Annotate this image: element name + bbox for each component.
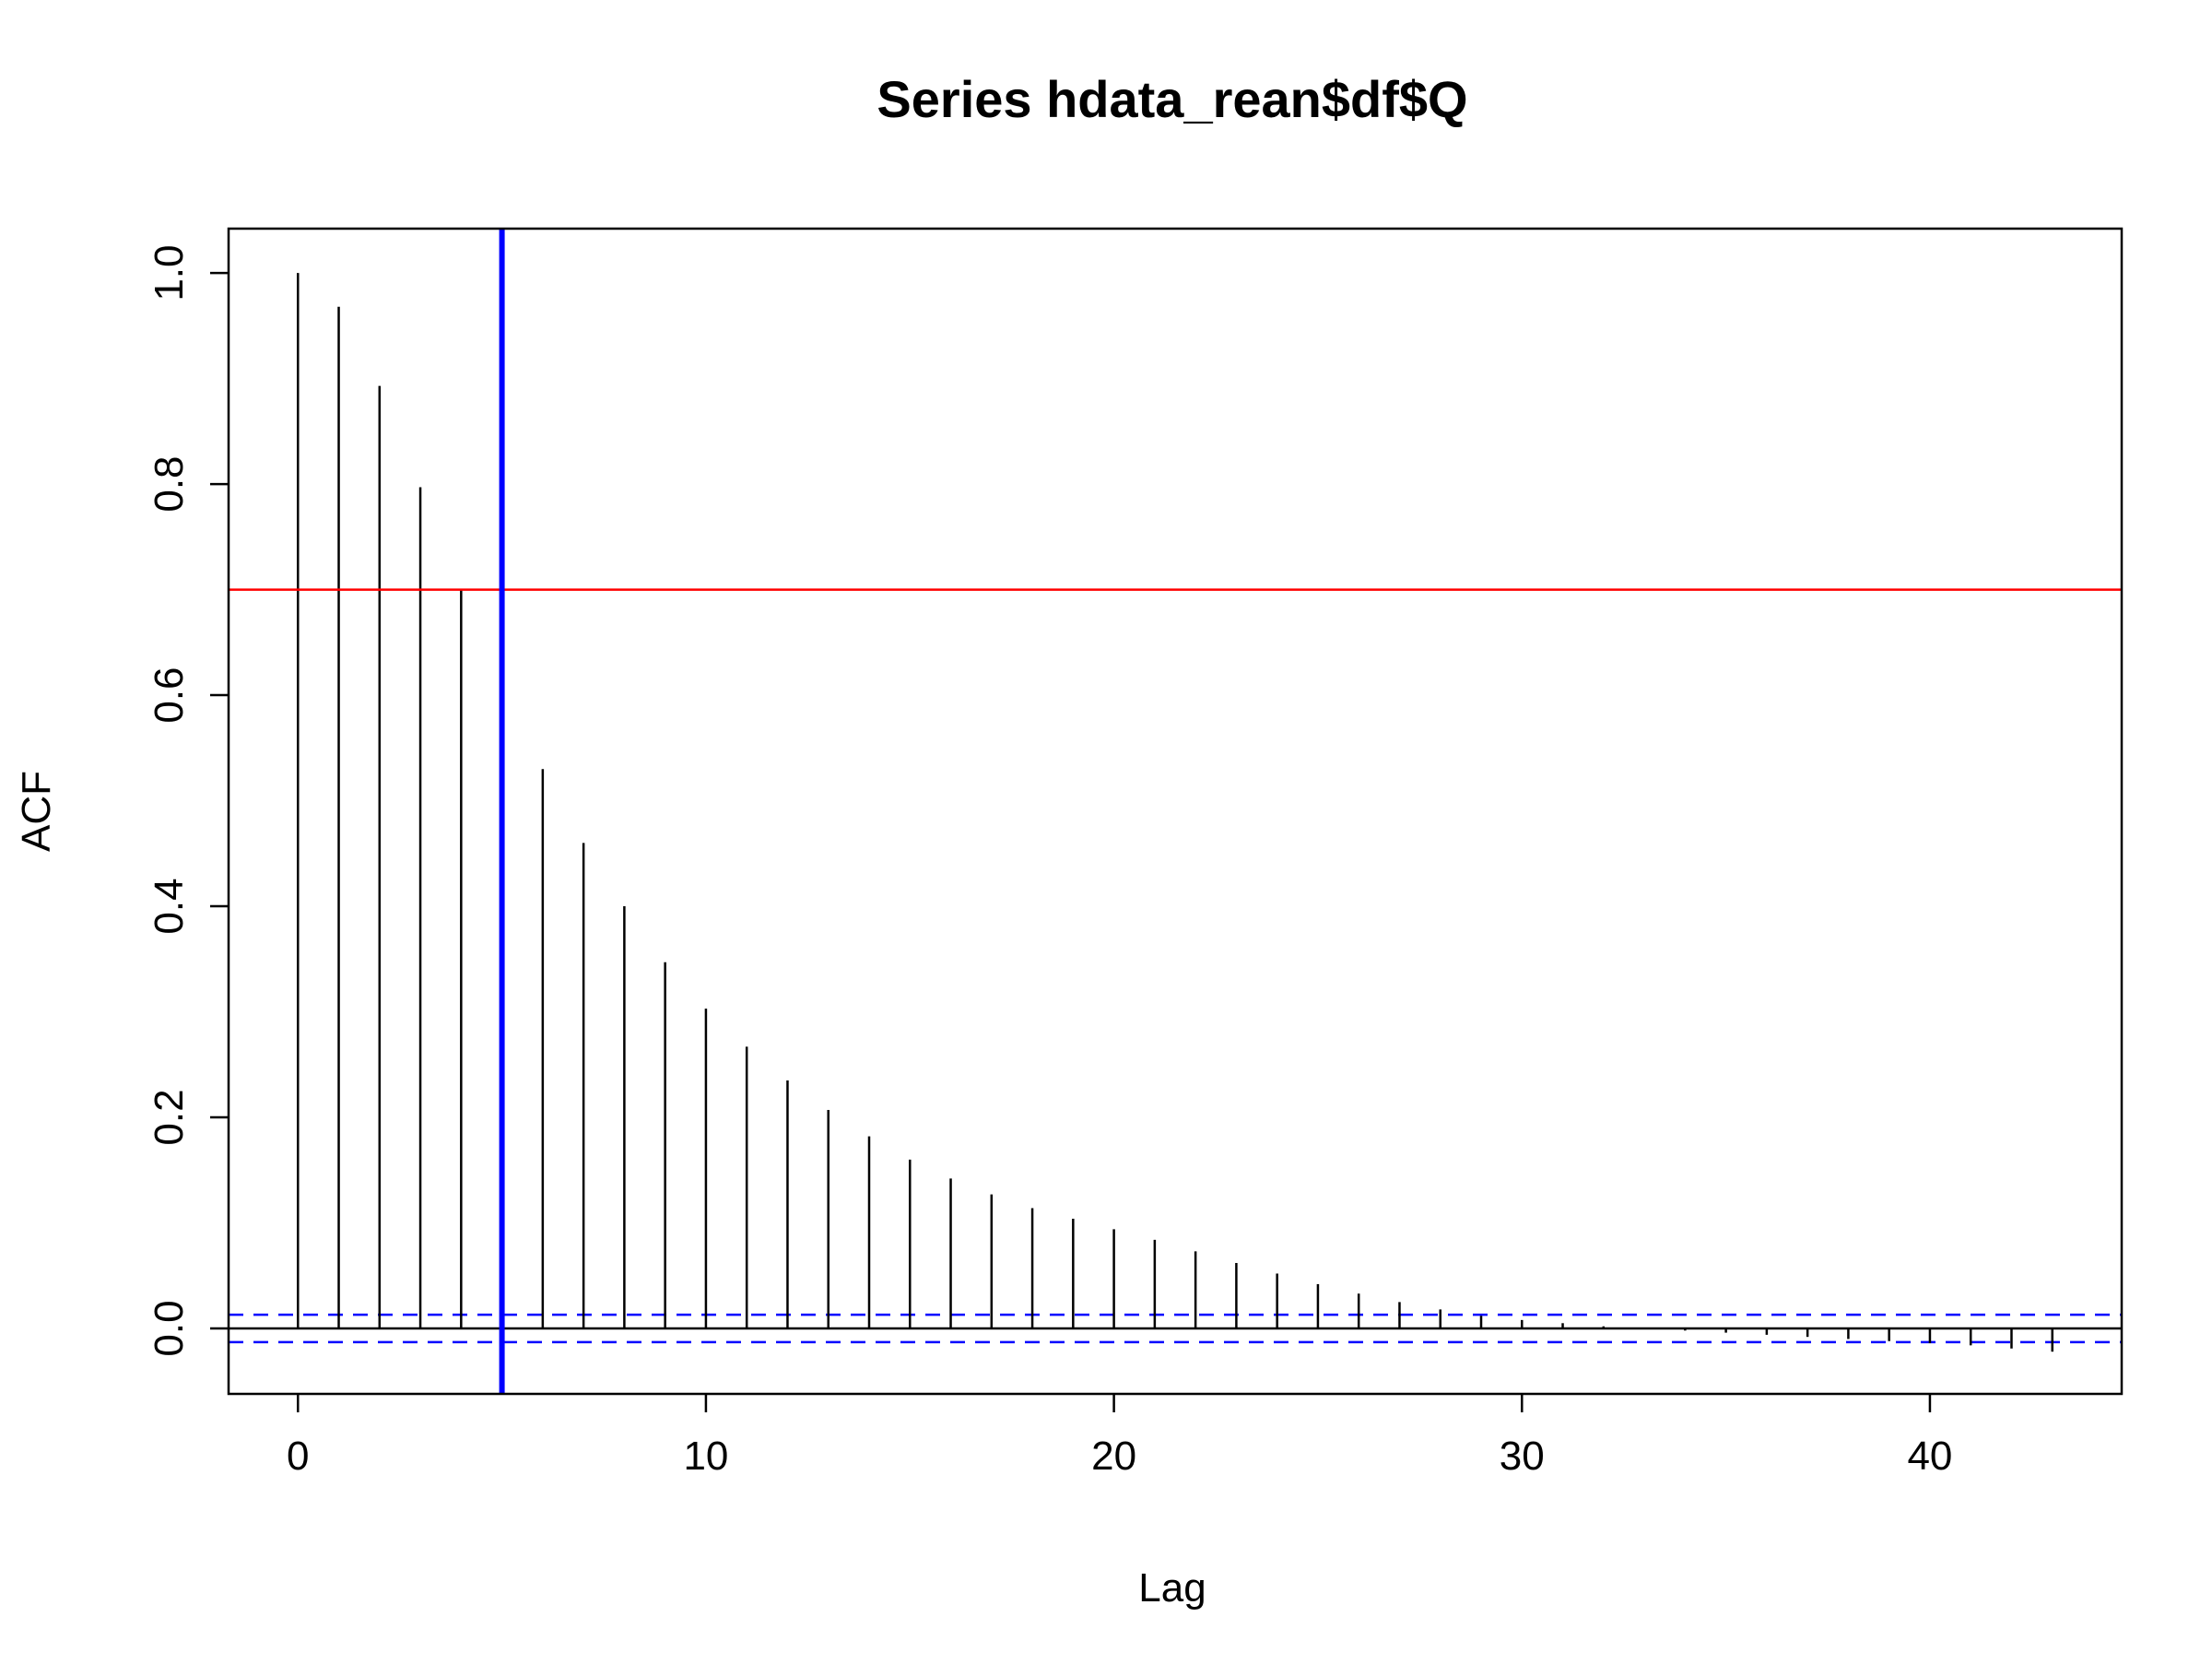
- y-tick-label-1: 1.0: [147, 245, 192, 301]
- x-tick-label-20: 20: [1091, 1434, 1136, 1479]
- x-tick-label-30: 30: [1500, 1434, 1545, 1479]
- x-tick-label-0: 0: [287, 1434, 309, 1479]
- x-axis-label: Lag: [1138, 1565, 1206, 1611]
- y-tick-label-0.8: 0.8: [147, 455, 192, 512]
- chart-title: Series hdata_rean$df$Q: [877, 70, 1467, 128]
- x-tick-label-40: 40: [1907, 1434, 1952, 1479]
- y-tick-label-0.2: 0.2: [147, 1089, 192, 1145]
- plot-frame: [227, 227, 2124, 1396]
- x-tick-label-10: 10: [683, 1434, 728, 1479]
- y-tick-label-0.4: 0.4: [147, 878, 192, 934]
- y-axis-label: ACF: [14, 771, 59, 852]
- y-tick-label-0: 0.0: [147, 1300, 192, 1356]
- y-tick-label-0.6: 0.6: [147, 667, 192, 723]
- plot-area: 0 10 20 30 40 0.0 0.2 0.4 0.6 0.8 1.0: [147, 227, 2124, 1479]
